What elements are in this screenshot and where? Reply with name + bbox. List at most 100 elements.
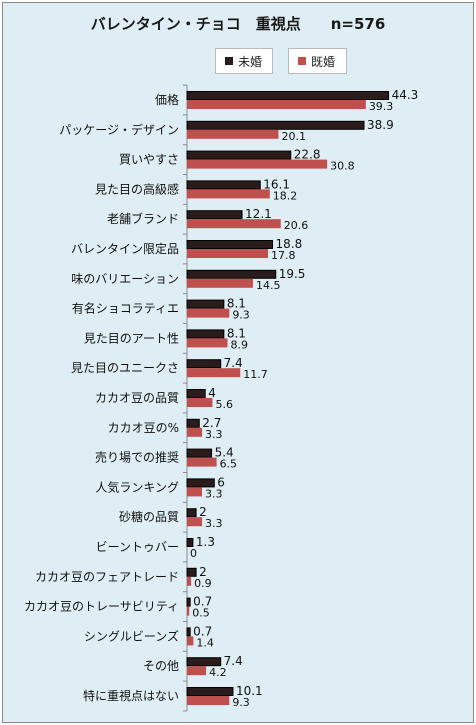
bar-unmarried [186, 508, 197, 518]
bar-unmarried [186, 299, 225, 309]
data-label-married: 3.3 [205, 517, 223, 530]
category-label: 老舗ブランド [107, 211, 179, 226]
data-label-married: 0 [190, 547, 197, 560]
category-label: 買いやすさ [119, 153, 179, 167]
bar-unmarried [186, 418, 200, 428]
category-label: シングルビーンズ [84, 628, 179, 643]
bar-married [187, 249, 268, 258]
data-label-married: 8.9 [230, 338, 248, 351]
bar-married [187, 427, 203, 437]
category-label: バレンタイン限定品 [71, 241, 179, 256]
data-label-married: 3.3 [205, 487, 223, 500]
data-label-unmarried: 1.3 [196, 535, 215, 549]
legend-swatch-unmarried [225, 57, 233, 65]
data-label-married: 14.5 [256, 279, 281, 292]
data-label-unmarried: 10.1 [236, 684, 263, 698]
data-label-unmarried: 8.1 [227, 326, 246, 340]
data-label-married: 11.7 [243, 368, 267, 381]
data-label-unmarried: 4 [208, 386, 216, 400]
category-label: カカオ豆のトレーサビリティ [24, 600, 179, 614]
data-label-unmarried: 22.8 [294, 148, 321, 162]
data-label-married: 0.9 [194, 577, 212, 590]
bar-unmarried [186, 478, 215, 488]
bar-married [187, 517, 203, 527]
chart-title: バレンタイン・チョコ 重視点 n=576 [90, 15, 386, 33]
legend-swatch-married [298, 57, 306, 65]
bar-married [187, 368, 241, 378]
data-label-married: 17.8 [271, 249, 296, 262]
category-label: 価格 [155, 92, 179, 107]
bar-married [187, 398, 213, 407]
data-label-unmarried: 44.3 [392, 88, 419, 102]
category-label: カカオ豆の品質 [95, 390, 179, 405]
data-label-unmarried: 16.1 [263, 177, 290, 191]
data-label-unmarried: 0.7 [193, 624, 212, 638]
data-label-married: 18.2 [273, 189, 298, 202]
legend-label-unmarried: 未婚 [238, 55, 263, 69]
bar-married [187, 100, 366, 109]
bar-married [187, 189, 270, 199]
category-label: 売り場での推奨 [95, 450, 179, 465]
bar-married [187, 576, 192, 586]
category-label: カカオ豆の% [108, 421, 179, 435]
bar-unmarried [186, 359, 222, 369]
bar-unmarried [186, 150, 292, 160]
category-label: 人気ランキング [95, 479, 179, 494]
data-label-married: 20.6 [284, 219, 309, 232]
bar-married [187, 308, 230, 318]
data-label-unmarried: 7.4 [224, 654, 243, 668]
category-label: その他 [143, 659, 179, 673]
bar-unmarried [186, 538, 194, 547]
data-label-unmarried: 2.7 [202, 416, 221, 430]
bar-unmarried [186, 329, 225, 339]
data-label-unmarried: 7.4 [224, 356, 243, 370]
bar-married [187, 338, 228, 348]
bar-married [187, 278, 253, 288]
bar-married [187, 636, 194, 646]
data-label-married: 20.1 [281, 130, 306, 143]
data-label-unmarried: 19.5 [279, 267, 306, 281]
bar-unmarried [186, 180, 261, 190]
bar-unmarried [186, 91, 390, 100]
category-label: 特に重視点はない [83, 688, 179, 703]
data-label-unmarried: 8.1 [227, 297, 246, 311]
data-label-married: 6.5 [220, 458, 238, 471]
bar-unmarried [186, 120, 365, 130]
data-label-unmarried: 0.7 [193, 595, 212, 609]
legend-label-married: 既婚 [311, 55, 336, 69]
bar-unmarried [186, 210, 243, 220]
data-label-unmarried: 5.4 [215, 446, 234, 460]
data-label-married: 9.3 [232, 309, 250, 322]
data-label-married: 39.3 [369, 100, 394, 113]
bar-married [187, 129, 279, 139]
bar-married [187, 219, 281, 229]
data-label-married: 3.3 [205, 428, 223, 441]
bar-unmarried [186, 240, 274, 249]
bar-unmarried [186, 389, 206, 398]
bar-married [187, 606, 190, 616]
category-label: 味のバリエーション [71, 272, 179, 286]
category-label: 見た目のアート性 [84, 331, 179, 345]
category-label: ビーントゥバー [96, 540, 179, 554]
bar-unmarried [186, 687, 234, 696]
category-label: 見た目の高級感 [95, 181, 179, 196]
data-label-unmarried: 18.8 [276, 237, 303, 251]
bar-chart: 価格 44.339.3 パッケージ・デザイン 38.9 20.1 買いやすさ 22.8 30.… [24, 84, 419, 712]
category-label: パッケージ・デザイン [59, 122, 179, 137]
category-label: カカオ豆のフェアトレード [35, 570, 179, 584]
legend-item-unmarried: 未婚 [215, 48, 273, 74]
data-label-married: 9.3 [232, 696, 250, 709]
bar-unmarried [186, 627, 191, 637]
bar-married [187, 159, 328, 169]
bar-married [187, 666, 207, 676]
data-label-married: 1.4 [196, 636, 214, 649]
data-label-unmarried: 2 [199, 565, 207, 579]
data-label-unmarried: 12.1 [245, 207, 272, 221]
category-label: 見た目のユニークさ [71, 361, 179, 375]
data-label-married: 4.2 [209, 666, 227, 679]
legend-item-married: 既婚 [288, 48, 347, 74]
bar-unmarried [186, 567, 197, 577]
bar-unmarried [186, 448, 213, 458]
category-label: 有名ショコラティエ [72, 301, 179, 316]
